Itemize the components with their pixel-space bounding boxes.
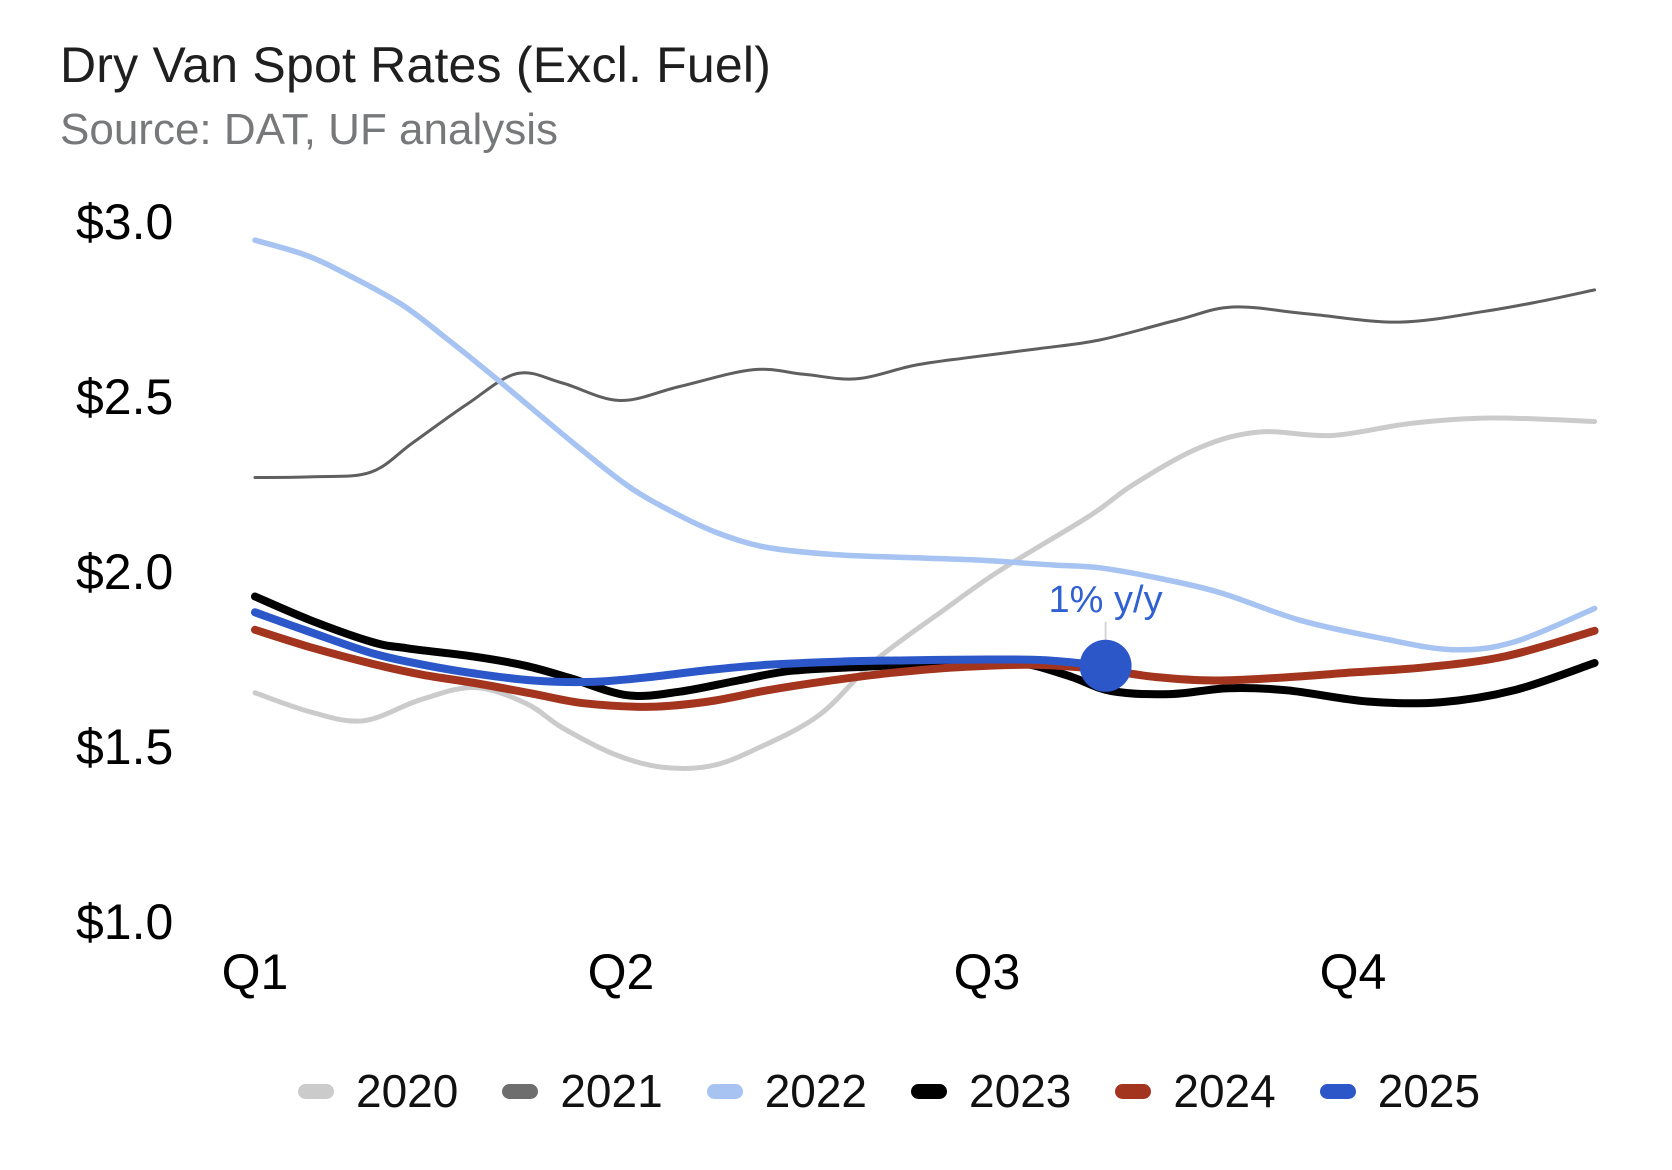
annotation-marker-dot xyxy=(1079,639,1132,692)
chart-source-note: Source: DAT, UF analysis xyxy=(60,105,559,154)
y-tick-label: $2.5 xyxy=(76,369,173,425)
legend-item-2021: 2021 xyxy=(502,1065,663,1117)
y-tick-label: $1.5 xyxy=(76,719,173,775)
legend-item-2022: 2022 xyxy=(706,1065,868,1117)
legend-item-label: 2025 xyxy=(1377,1065,1481,1117)
legend-swatch-2020 xyxy=(298,1083,334,1099)
legend-item-label: 2023 xyxy=(969,1065,1072,1117)
series-line-2020 xyxy=(252,415,1598,771)
x-tick-label: Q1 xyxy=(222,944,289,1000)
x-tick-label: Q3 xyxy=(954,944,1021,1000)
series-line-2025 xyxy=(251,608,1110,687)
legend-swatch-2021 xyxy=(502,1083,539,1099)
legend-swatch-2022 xyxy=(706,1083,743,1099)
legend-item-label: 2020 xyxy=(356,1065,459,1117)
legend-swatch-2023 xyxy=(911,1083,948,1099)
legend-item-2025: 2025 xyxy=(1319,1065,1481,1117)
y-tick-label: $2.0 xyxy=(76,544,173,600)
x-tick-label: Q4 xyxy=(1320,944,1387,1000)
chart-title: Dry Van Spot Rates (Excl. Fuel) xyxy=(60,37,772,93)
x-tick-label: Q2 xyxy=(588,944,655,1000)
legend-item-label: 2024 xyxy=(1173,1065,1276,1117)
legend-item-label: 2021 xyxy=(560,1065,663,1117)
legend-swatch-2025 xyxy=(1319,1083,1356,1099)
legend-item-label: 2022 xyxy=(764,1065,868,1117)
series-line-2022 xyxy=(252,237,1598,653)
legend-item-2023: 2023 xyxy=(911,1068,1071,1114)
y-tick-label: $3.0 xyxy=(76,194,173,250)
series-line-2024 xyxy=(251,625,1599,711)
y-tick-label: $1.0 xyxy=(76,894,173,950)
legend-swatch-2024 xyxy=(1115,1083,1152,1099)
legend-item-2024: 2024 xyxy=(1115,1065,1276,1117)
series-line-2021 xyxy=(253,288,1597,479)
chart-legend: 2020 2021 2022 2023 2024 2025 xyxy=(298,1068,1480,1114)
legend-item-2020: 2020 xyxy=(298,1068,458,1114)
annotation-label: 1% y/y xyxy=(1049,579,1163,621)
